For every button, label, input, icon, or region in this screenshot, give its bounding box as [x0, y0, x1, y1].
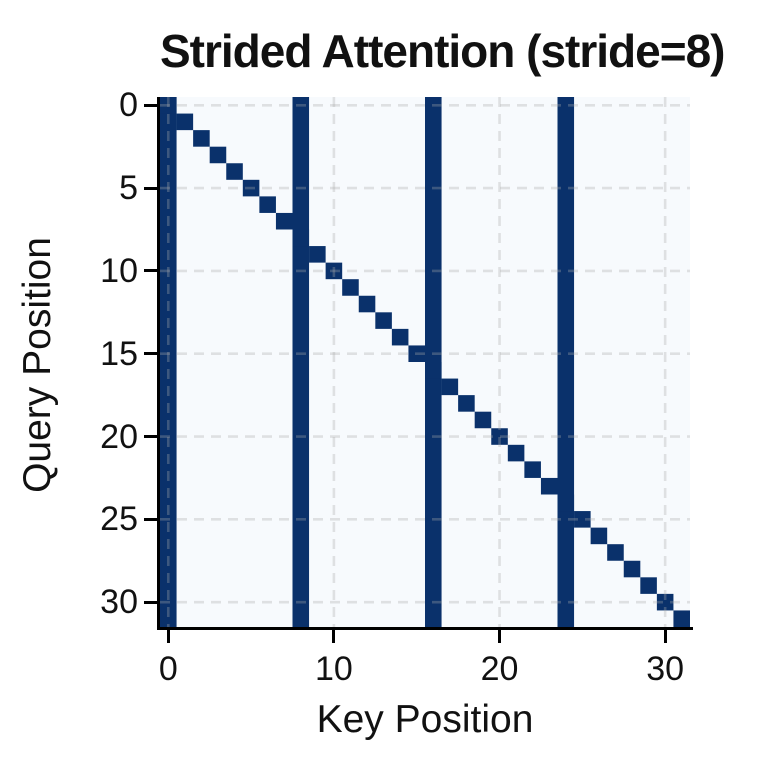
- y-tick-label-10: 10: [100, 251, 138, 290]
- y-tick-mark-0: [144, 103, 157, 107]
- diagonal-cell-27: [607, 544, 624, 561]
- x-axis-spine: [157, 627, 693, 630]
- diagonal-cell-26: [590, 527, 608, 545]
- diagonal-cell-11: [342, 279, 359, 296]
- diagonal-cell-7: [275, 212, 293, 230]
- diagonal-cell-5: [242, 179, 260, 197]
- y-tick-mark-20: [144, 435, 157, 439]
- diagonal-cell-18: [458, 395, 475, 412]
- attention-mask-heatmap: [160, 97, 690, 627]
- x-tick-mark-10: [332, 630, 336, 643]
- x-tick-label-0: 0: [158, 650, 178, 688]
- y-tick-label-5: 5: [119, 169, 138, 208]
- stride-column-8: [292, 97, 310, 627]
- diagonal-cell-8: [292, 229, 310, 247]
- diagonal-cell-30: [656, 593, 674, 611]
- diagonal-cell-23: [540, 477, 558, 495]
- diagonal-cell-17: [441, 378, 459, 396]
- x-axis-label: Key Position: [316, 698, 534, 741]
- diagonal-cell-10: [325, 262, 343, 280]
- diagonal-cell-28: [623, 560, 641, 578]
- diagonal-cell-31: [673, 610, 690, 627]
- y-tick-mark-5: [144, 186, 157, 190]
- diagonal-cell-2: [193, 130, 210, 147]
- y-axis-label: Query Position: [16, 237, 59, 493]
- x-tick-label-30: 30: [646, 650, 685, 688]
- y-tick-mark-15: [144, 352, 157, 356]
- y-tick-label-15: 15: [100, 334, 138, 373]
- y-tick-label-0: 0: [119, 86, 138, 125]
- y-tick-label-20: 20: [100, 417, 138, 456]
- diagonal-cell-15: [408, 345, 425, 362]
- stride-column-0: [160, 97, 177, 627]
- y-tick-mark-30: [144, 600, 157, 604]
- diagonal-cell-0: [160, 97, 177, 114]
- diagonal-cell-3: [209, 146, 227, 164]
- x-tick-label-10: 10: [314, 650, 353, 688]
- diagonal-cell-21: [507, 444, 525, 462]
- y-axis-spine: [157, 97, 160, 630]
- x-tick-label-20: 20: [480, 650, 519, 688]
- diagonal-cell-4: [226, 163, 243, 180]
- diagonal-cell-1: [176, 113, 194, 131]
- diagonal-cell-29: [640, 577, 657, 594]
- diagonal-cell-9: [309, 246, 326, 263]
- chart-title: Strided Attention (stride=8): [160, 25, 726, 77]
- y-tick-label-25: 25: [100, 500, 138, 539]
- diagonal-cell-16: [425, 362, 442, 379]
- diagonal-cell-24: [557, 494, 575, 512]
- diagonal-cell-13: [375, 312, 392, 329]
- y-tick-mark-25: [144, 517, 157, 521]
- diagonal-cell-22: [524, 461, 541, 478]
- y-tick-label-30: 30: [100, 583, 138, 622]
- x-tick-mark-30: [663, 630, 667, 643]
- diagonal-cell-25: [574, 511, 591, 528]
- x-tick-mark-0: [166, 630, 170, 643]
- diagonal-cell-12: [358, 295, 376, 313]
- diagonal-cell-14: [391, 328, 409, 346]
- x-tick-mark-20: [498, 630, 502, 643]
- diagonal-cell-19: [474, 411, 492, 429]
- y-tick-mark-10: [144, 269, 157, 273]
- diagonal-cell-6: [259, 196, 276, 213]
- diagonal-cell-20: [491, 428, 508, 445]
- stride-column-24: [557, 97, 575, 627]
